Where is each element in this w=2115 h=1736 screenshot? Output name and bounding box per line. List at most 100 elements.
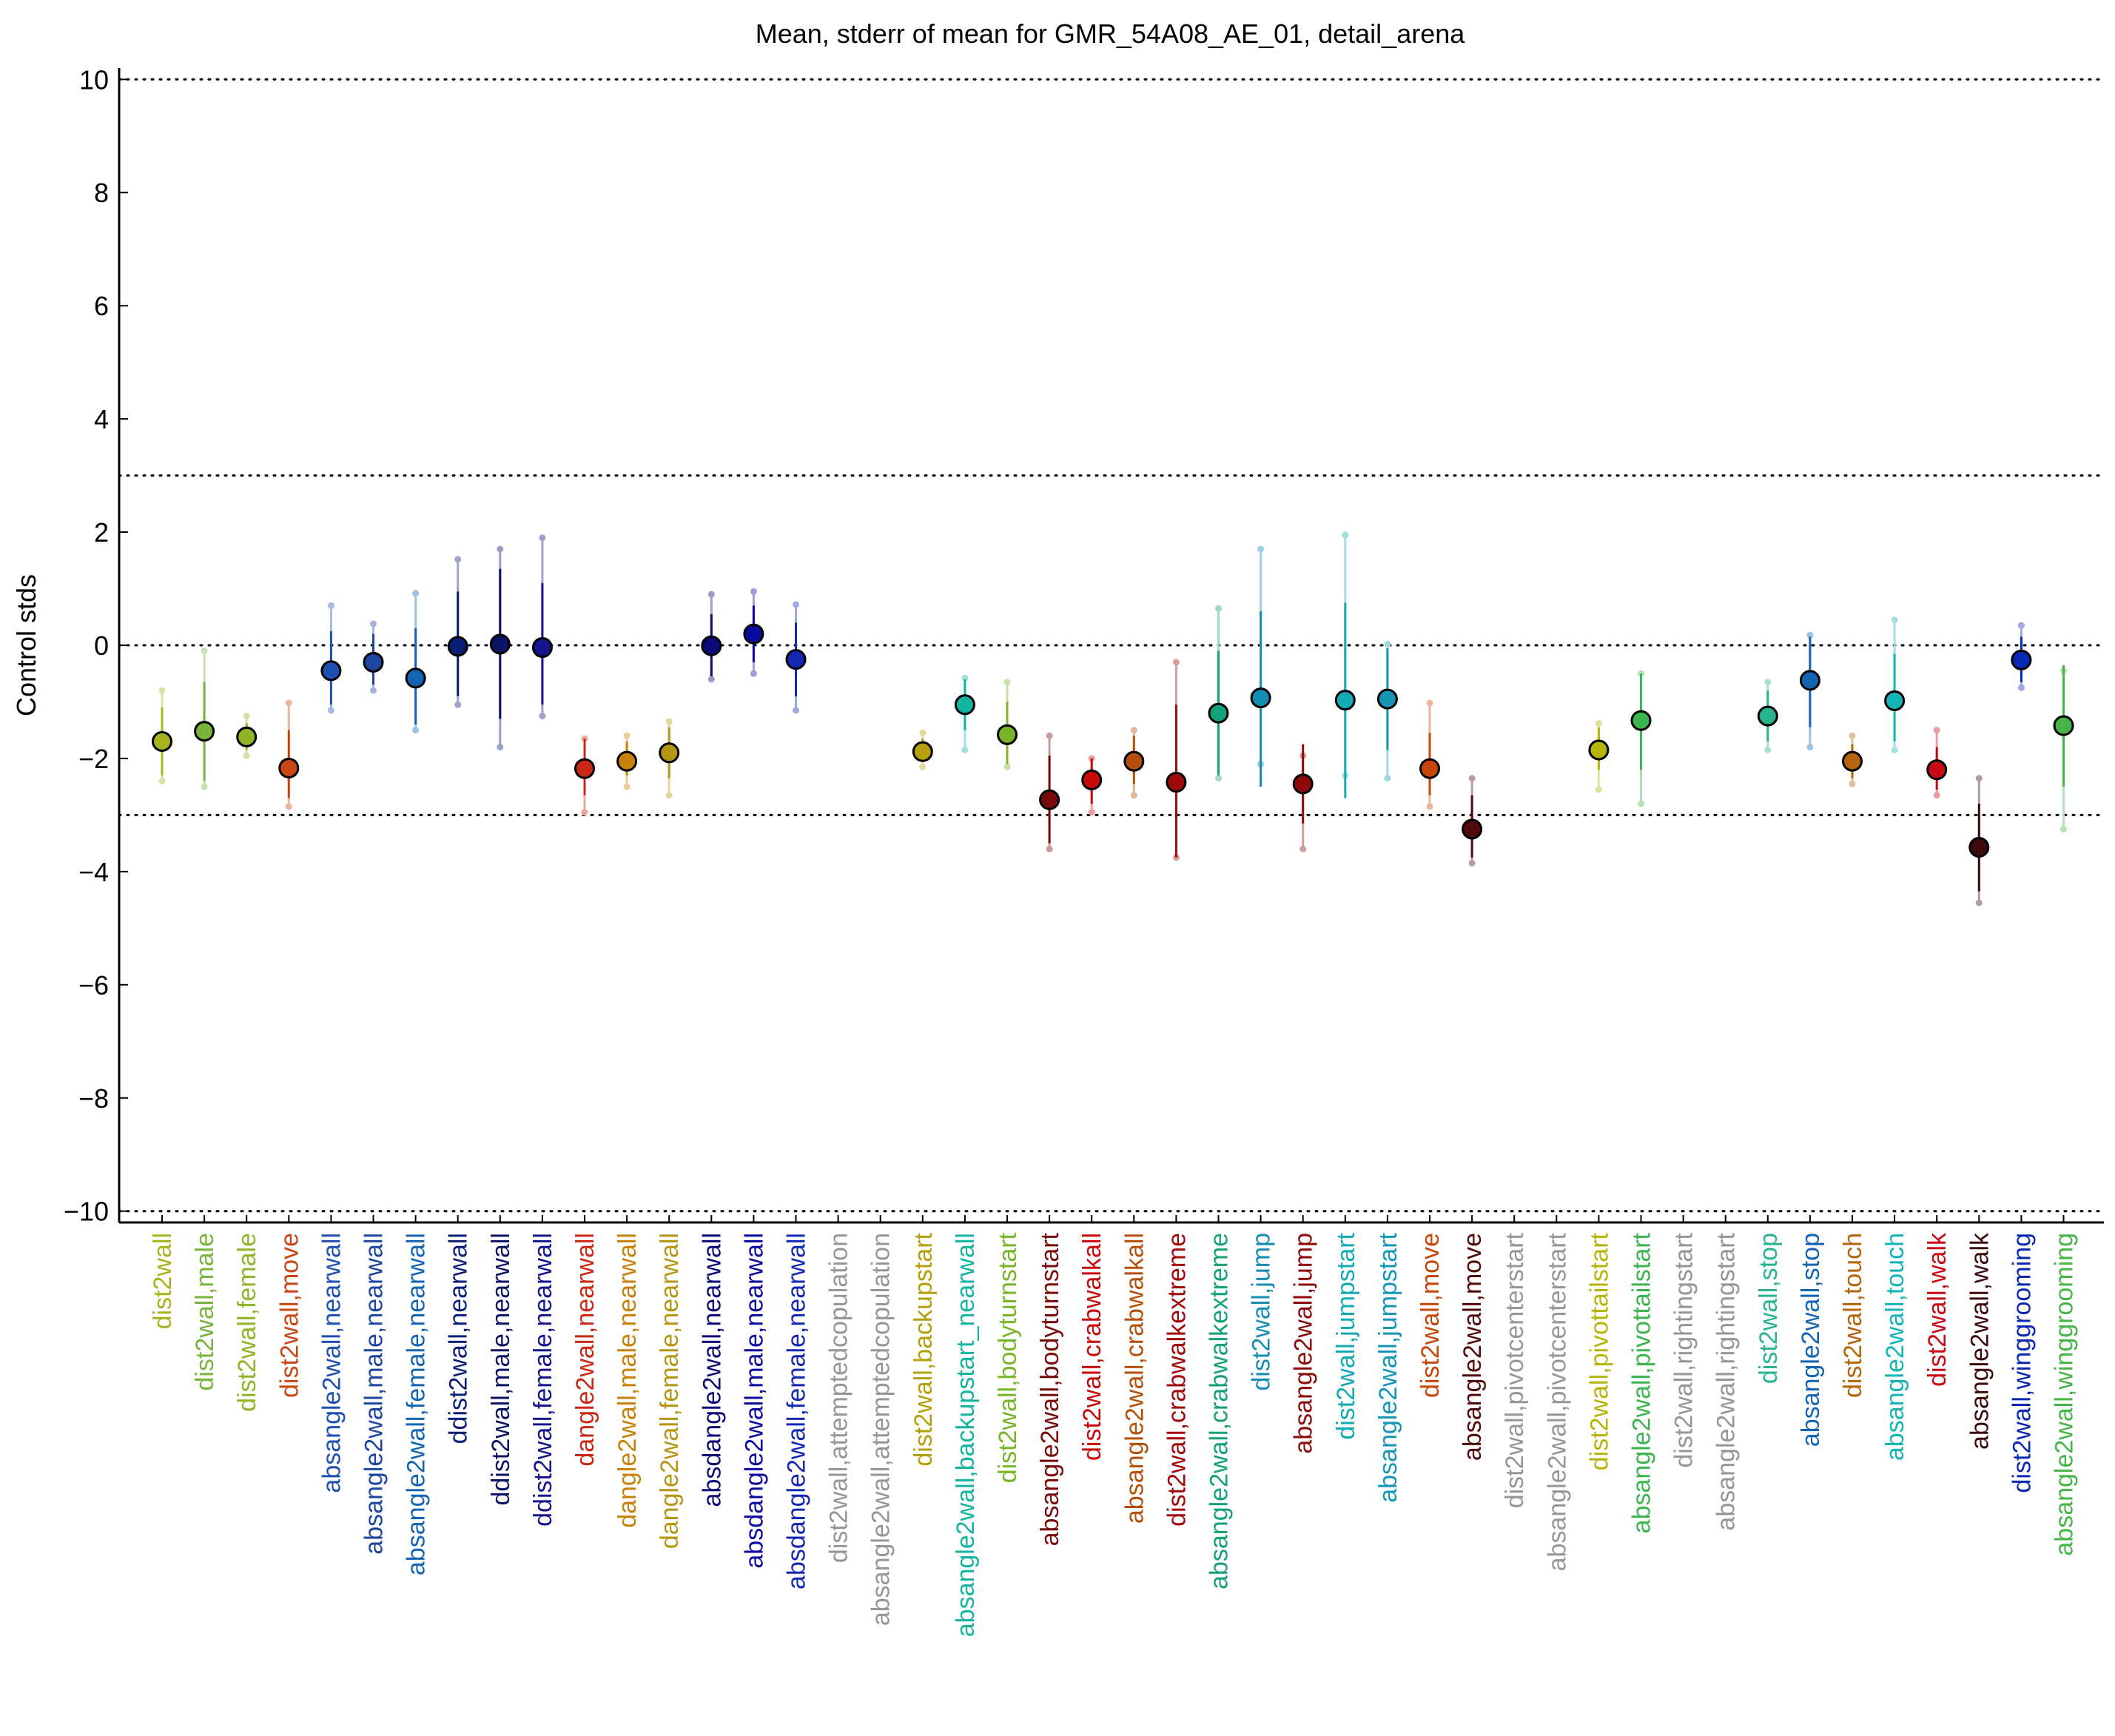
- std-end-dot: [454, 556, 462, 563]
- mean-marker: [236, 726, 258, 747]
- std-end-dot: [665, 718, 673, 725]
- x-tick-label: dist2wall,stop: [1755, 1233, 1783, 1384]
- y-tick-label: 2: [94, 517, 109, 548]
- std-end-dot: [158, 687, 166, 694]
- std-end-dot: [707, 591, 715, 598]
- mean-marker: [1376, 688, 1398, 710]
- x-tick-label: dist2wall,male: [191, 1233, 219, 1391]
- x-tick-label: dist2wall,attemptedcopulation: [825, 1233, 853, 1563]
- std-end-dot: [539, 534, 546, 542]
- mean-marker: [743, 623, 764, 645]
- std-end-dot: [2017, 622, 2025, 629]
- std-end-dot: [623, 783, 631, 790]
- std-end-dot: [1764, 746, 1772, 753]
- std-end-dot: [919, 730, 927, 737]
- x-tick-label: dist2wall,rightingstart: [1670, 1232, 1698, 1467]
- y-tick-label: −6: [78, 970, 109, 1000]
- std-end-dot: [1215, 605, 1222, 612]
- x-tick-label: dist2wall,pivotcenterstart: [1501, 1232, 1529, 1508]
- std-end-dot: [1764, 679, 1772, 686]
- std-end-dot: [961, 746, 969, 753]
- x-tick-label: absangle2wall,bodyturnstart: [1036, 1232, 1064, 1546]
- y-tick-label: 10: [79, 64, 109, 95]
- x-tick-label: dist2wall,female: [233, 1233, 261, 1412]
- y-tick-label: 6: [94, 291, 109, 321]
- mean-marker: [320, 660, 342, 682]
- mean-marker: [1757, 705, 1778, 727]
- y-tick-label: 0: [94, 630, 109, 661]
- mean-marker: [278, 757, 300, 778]
- x-tick-label: absangle2wall,jumpstart: [1374, 1232, 1402, 1502]
- std-end-dot: [1384, 775, 1391, 782]
- std-end-dot: [454, 701, 462, 708]
- std-end-dot: [919, 763, 927, 770]
- std-end-dot: [1172, 659, 1180, 666]
- x-tick-label: absangle2wall,crabwalkall: [1120, 1233, 1149, 1524]
- mean-marker: [447, 636, 468, 657]
- mean-marker: [1419, 758, 1440, 779]
- mean-marker: [1926, 759, 1948, 781]
- x-tick-label: dist2wall: [149, 1233, 177, 1329]
- x-tick-label: absangle2wall,male,nearwall: [360, 1233, 389, 1555]
- std-end-dot: [201, 647, 208, 655]
- std-end-dot: [539, 713, 546, 720]
- std-end-dot: [581, 809, 588, 816]
- std-end-dot: [497, 744, 504, 751]
- x-tick-label: dist2wall,jump: [1248, 1233, 1276, 1391]
- std-end-dot: [961, 674, 969, 682]
- std-end-dot: [412, 590, 420, 597]
- x-tick-label: absangle2wall,move: [1459, 1233, 1487, 1461]
- x-tick-label: dist2wall,touch: [1839, 1233, 1867, 1398]
- std-end-dot: [750, 670, 757, 677]
- mean-marker: [152, 731, 172, 752]
- error-bars: [158, 531, 2067, 906]
- std-end-dot: [1806, 744, 1814, 751]
- std-end-dot: [412, 727, 420, 734]
- mean-marker: [1630, 710, 1652, 731]
- std-end-dot: [1849, 780, 1856, 787]
- std-end-dot: [1384, 640, 1391, 647]
- x-tick-label: dist2wall,crabwalkextreme: [1163, 1233, 1191, 1527]
- y-tick-label: 8: [94, 178, 109, 208]
- mean-marker: [701, 635, 722, 656]
- std-end-dot: [1806, 631, 1814, 639]
- x-tick-label: absangle2wall,crabwalkextreme: [1206, 1233, 1234, 1589]
- std-end-dot: [623, 732, 631, 739]
- mean-marker: [405, 667, 426, 689]
- std-end-dot: [665, 792, 673, 799]
- std-end-dot: [1342, 531, 1349, 539]
- x-tick-label: ddist2wall,nearwall: [445, 1233, 473, 1444]
- x-tick-label: dangle2wall,male,nearwall: [613, 1233, 642, 1528]
- y-axis-label: Control stds: [11, 574, 41, 716]
- mean-marker: [616, 750, 638, 772]
- std-end-dot: [1933, 727, 1940, 734]
- y-tick-label: −2: [78, 744, 109, 774]
- std-end-dot: [2017, 684, 2025, 691]
- x-tick-label: dist2wall,bodyturnstart: [994, 1232, 1022, 1483]
- y-ticks: −10 −8 −6 −4 −2 0 2 4 6 8 10: [64, 64, 128, 1227]
- y-tick-label: −10: [64, 1197, 109, 1227]
- std-end-dot: [1299, 845, 1307, 852]
- x-tick-label: dist2wall,move: [1416, 1233, 1445, 1398]
- x-tick-label: absangle2wall,touch: [1881, 1233, 1909, 1461]
- std-end-dot: [327, 602, 334, 609]
- std-end-dot: [707, 676, 715, 683]
- x-tick-label: dangle2wall,nearwall: [571, 1233, 599, 1467]
- std-end-dot: [1426, 699, 1433, 707]
- std-end-dot: [750, 588, 757, 595]
- std-end-dot: [1046, 732, 1053, 739]
- x-tick-label: dist2wall,winggrooming: [2008, 1233, 2036, 1493]
- mean-marker: [1462, 818, 1483, 840]
- mean-marker: [1334, 690, 1356, 711]
- std-end-dot: [1975, 899, 1983, 906]
- x-tick-label: absangle2wall,backupstart_nearwall: [952, 1233, 980, 1637]
- std-end-dot: [285, 803, 292, 810]
- x-tick-label: ddist2wall,female,nearwall: [529, 1233, 557, 1527]
- x-tick-label: ddist2wall,male,nearwall: [487, 1233, 515, 1506]
- mean-marker: [1799, 670, 1820, 691]
- mean-marker: [1123, 750, 1145, 772]
- mean-marker: [1842, 750, 1863, 772]
- std-end-dot: [285, 699, 292, 707]
- std-end-dot: [1003, 679, 1011, 686]
